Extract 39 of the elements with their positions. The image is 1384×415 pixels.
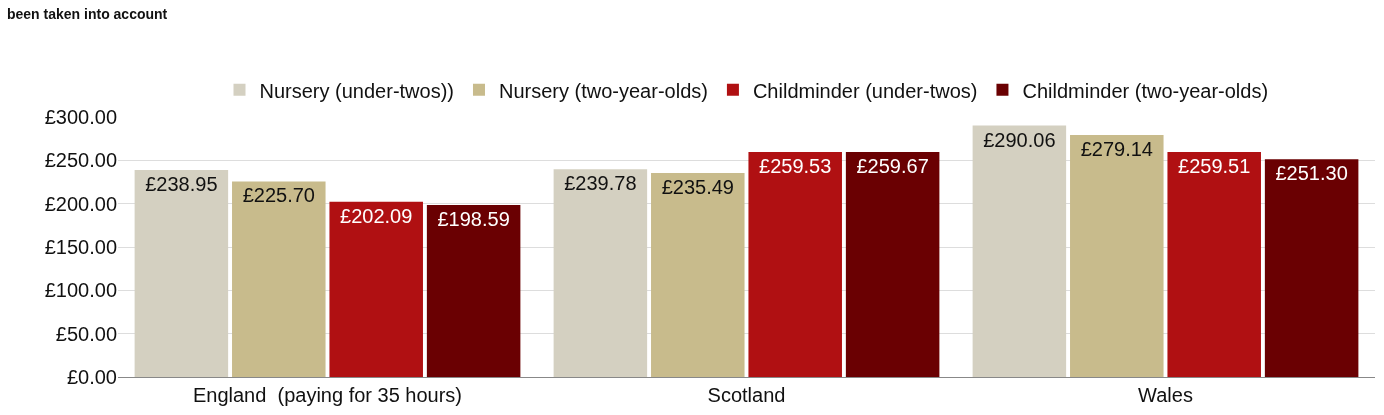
data-label: £238.95 [145, 172, 218, 195]
legend-label: Childminder (under-twos) [752, 79, 978, 102]
legend-label: Nursery (under-twos)) [259, 79, 454, 102]
x-tick-label: Wales [1138, 384, 1193, 406]
data-label: £290.06 [983, 128, 1056, 151]
y-tick-label: £250.00 [44, 149, 117, 172]
chart-subtitle: been taken into account [7, 6, 168, 22]
y-tick-label: £100.00 [44, 279, 117, 302]
data-label: £198.59 [437, 207, 510, 230]
bar [553, 169, 648, 377]
y-tick-label: £200.00 [44, 192, 117, 215]
bar [329, 201, 423, 377]
data-label: £251.30 [1275, 162, 1348, 185]
y-tick-label: £300.00 [44, 106, 117, 128]
bar [972, 125, 1067, 377]
data-label: £239.78 [564, 172, 637, 195]
data-label: £259.53 [759, 155, 832, 178]
legend-label: Nursery (two-year-olds) [498, 79, 708, 102]
bar [1167, 152, 1261, 377]
y-tick-label: £150.00 [44, 236, 117, 258]
data-label: £235.49 [661, 175, 734, 198]
data-label: £259.51 [1178, 155, 1251, 178]
x-tick-label: England (paying for 35 hours) [192, 384, 463, 406]
data-label: £279.14 [1080, 138, 1153, 161]
data-label: £202.09 [340, 204, 413, 227]
bar [134, 169, 229, 377]
bar [651, 172, 745, 377]
y-tick-label: £50.00 [55, 322, 117, 345]
bar [1070, 135, 1164, 377]
bar [748, 152, 842, 377]
bar [426, 204, 521, 377]
x-tick-label: Scotland [707, 384, 786, 406]
bar [1264, 159, 1359, 377]
legend-label: Childminder (two-year-olds) [1022, 79, 1269, 102]
data-label: £259.67 [856, 154, 929, 177]
bar [845, 151, 940, 377]
bar [232, 181, 326, 377]
y-tick-label: £0.00 [66, 366, 117, 388]
data-label: £225.70 [242, 184, 315, 207]
